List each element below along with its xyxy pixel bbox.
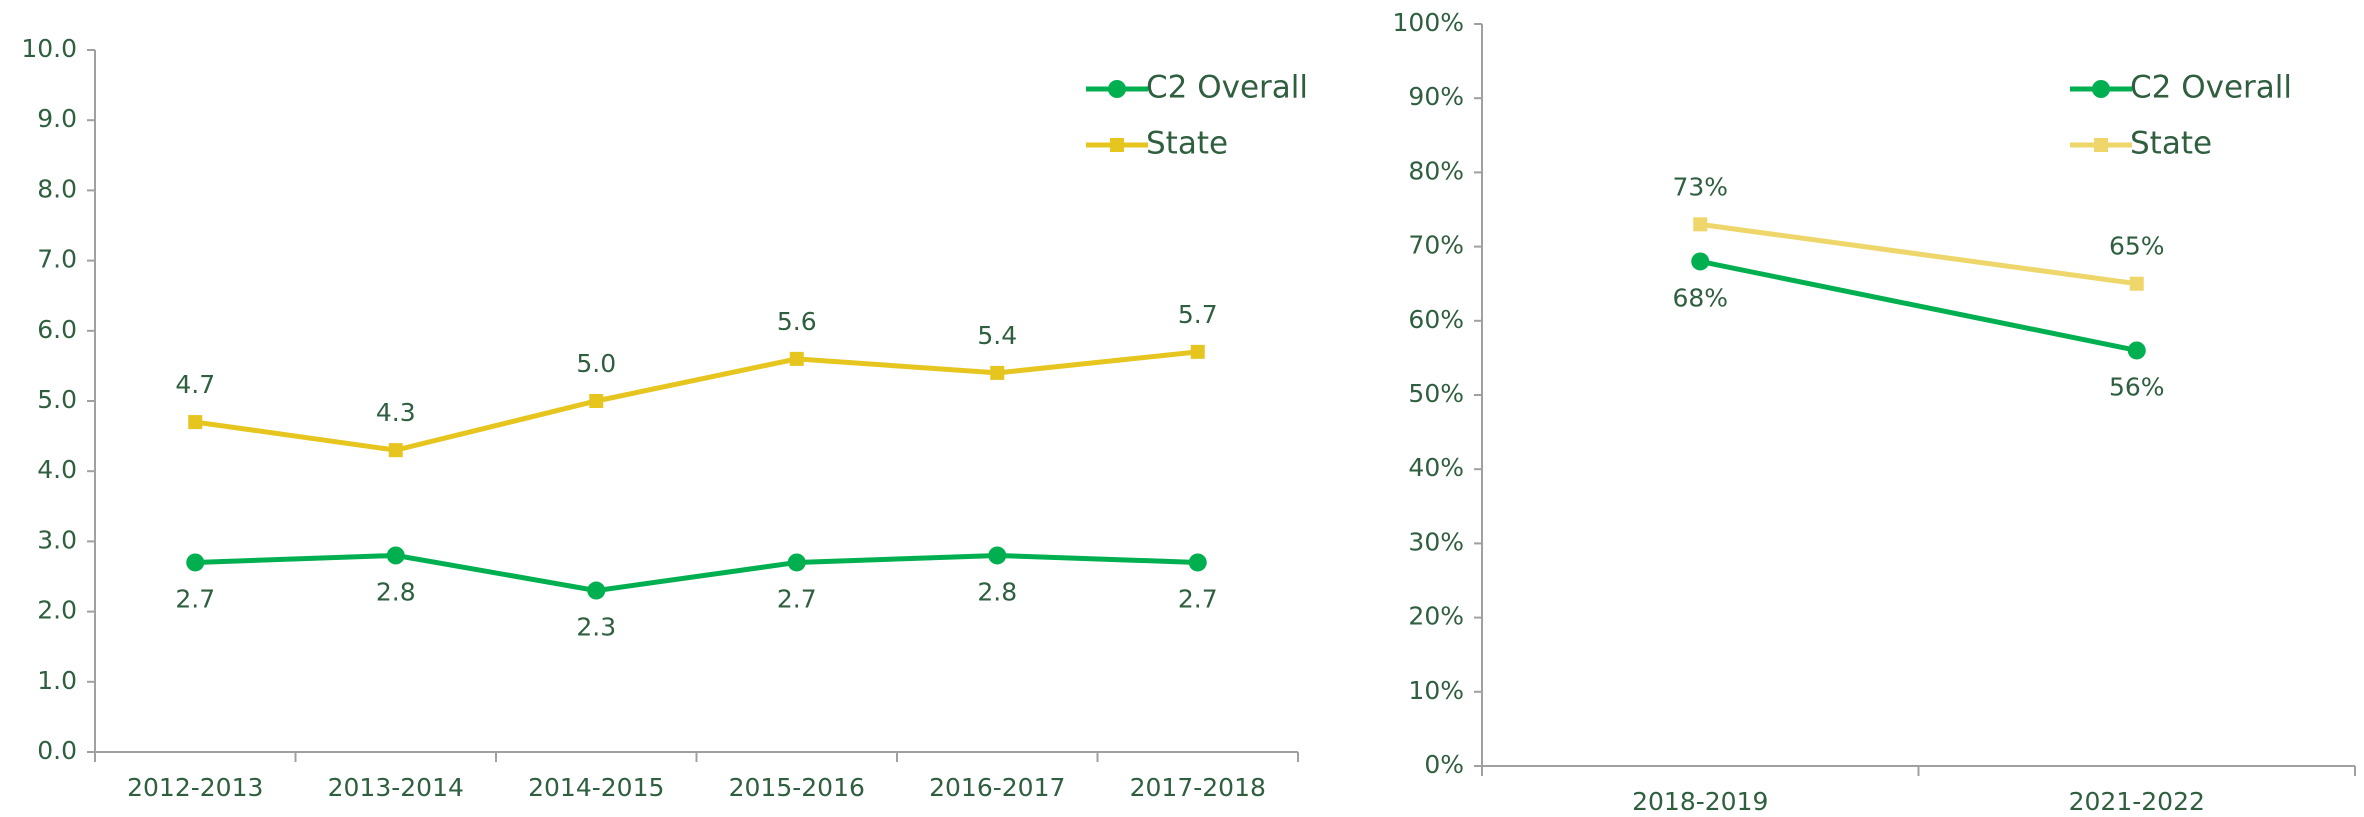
legend-label: C2 Overall	[1146, 70, 1308, 106]
y-tick-label: 8.0	[37, 174, 77, 203]
data-label: 5.0	[576, 349, 616, 378]
y-tick-label: 10%	[1408, 676, 1464, 705]
marker	[2127, 341, 2146, 360]
marker	[188, 415, 203, 430]
marker	[789, 351, 804, 366]
marker	[787, 553, 806, 572]
x-tick-label: 2012-2013	[127, 773, 263, 802]
x-tick-label: 2018-2019	[1632, 787, 1768, 816]
y-tick-label: 10.0	[21, 34, 77, 63]
marker	[386, 546, 405, 565]
x-tick-label: 2021-2022	[2069, 787, 2205, 816]
series-line	[194, 349, 1199, 453]
legend-label: State	[1146, 126, 1228, 162]
data-label: 73%	[1672, 172, 1728, 201]
x-tick-label: 2015-2016	[729, 773, 865, 802]
marker	[1188, 553, 1207, 572]
marker	[1190, 344, 1205, 359]
y-tick-label: 1.0	[37, 666, 77, 695]
data-label: 68%	[1672, 283, 1728, 312]
marker	[990, 365, 1005, 380]
x-tick-label: 2013-2014	[328, 773, 464, 802]
marker	[1691, 252, 1710, 271]
x-tick-label: 2014-2015	[528, 773, 664, 802]
marker	[186, 553, 205, 572]
data-label: 2.8	[977, 577, 1017, 606]
data-label: 65%	[2109, 232, 2165, 261]
marker	[388, 443, 403, 458]
legend-marker	[2094, 138, 2108, 152]
legend-label: State	[2130, 126, 2212, 162]
y-tick-label: 20%	[1408, 602, 1464, 631]
y-tick-label: 9.0	[37, 104, 77, 133]
data-label: 2.7	[777, 584, 817, 613]
data-label: 2.3	[576, 613, 616, 642]
data-label: 56%	[2109, 372, 2165, 401]
y-tick-label: 5.0	[37, 385, 77, 414]
data-label: 4.3	[376, 398, 416, 427]
marker	[2129, 276, 2144, 291]
data-label: 2.8	[376, 577, 416, 606]
y-tick-label: 6.0	[37, 315, 77, 344]
data-label: 5.4	[977, 321, 1017, 350]
data-label: 5.7	[1178, 300, 1218, 329]
legend-marker	[1108, 80, 1126, 98]
y-tick-label: 4.0	[37, 455, 77, 484]
y-tick-label: 100%	[1393, 8, 1464, 37]
y-tick-label: 30%	[1408, 527, 1464, 556]
y-tick-label: 50%	[1408, 379, 1464, 408]
series-line	[1699, 221, 2138, 287]
data-label: 4.7	[175, 370, 215, 399]
y-tick-label: 7.0	[37, 245, 77, 274]
y-tick-label: 2.0	[37, 596, 77, 625]
y-tick-label: 80%	[1408, 156, 1464, 185]
legend-marker	[2092, 80, 2110, 98]
marker	[589, 394, 604, 408]
series-line	[1699, 258, 2138, 353]
marker	[988, 546, 1007, 565]
x-tick-label: 2016-2017	[929, 773, 1065, 802]
legend-marker	[1110, 138, 1124, 152]
series-line	[195, 552, 1198, 594]
legend-label: C2 Overall	[2130, 70, 2292, 106]
y-tick-label: 0.0	[37, 736, 77, 765]
marker	[1693, 217, 1708, 232]
marker	[587, 581, 606, 600]
y-tick-label: 70%	[1408, 231, 1464, 260]
y-tick-label: 0%	[1424, 750, 1464, 779]
data-label: 2.7	[1178, 584, 1218, 613]
y-tick-label: 3.0	[37, 525, 77, 554]
y-tick-label: 90%	[1408, 82, 1464, 111]
y-tick-label: 40%	[1408, 453, 1464, 482]
x-tick-label: 2017-2018	[1130, 773, 1266, 802]
data-label: 2.7	[175, 584, 215, 613]
data-label: 5.6	[777, 307, 817, 336]
y-tick-label: 60%	[1408, 305, 1464, 334]
